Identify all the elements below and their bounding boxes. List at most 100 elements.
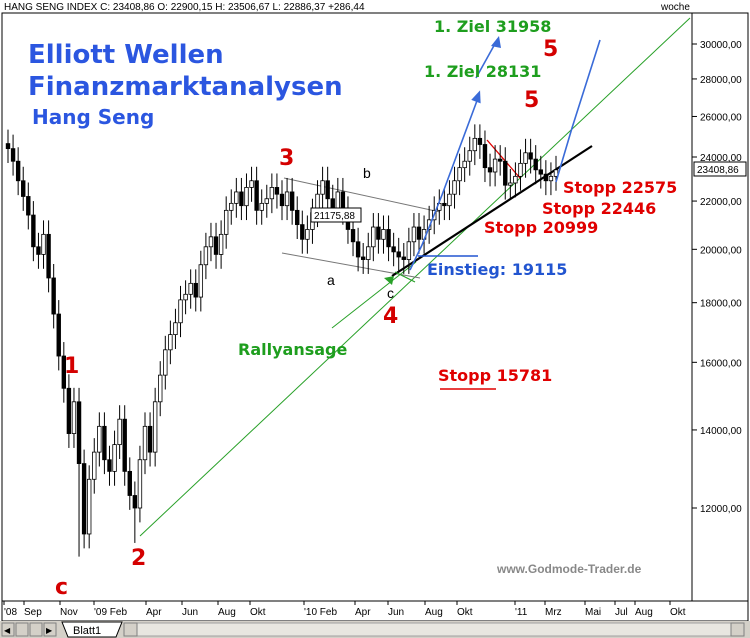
candle-body	[492, 158, 498, 173]
candle-body	[71, 401, 77, 434]
arrowhead-28131	[471, 90, 481, 104]
y-tick-label: 16000,00	[700, 358, 742, 369]
price-label-box-text: 21175,88	[314, 211, 355, 222]
candle-body	[229, 202, 234, 211]
x-tick-label: Mai	[585, 607, 601, 618]
x-tick-label: '08	[4, 607, 17, 618]
tab-scroll-first[interactable]: ◀	[1, 622, 15, 637]
scrollbar-right-button[interactable]	[730, 622, 745, 637]
subwave-c: c	[387, 285, 394, 301]
wave-2: 2	[131, 546, 146, 571]
candle-body	[553, 169, 559, 177]
candle-body	[173, 322, 178, 336]
x-axis: '08 Sep Nov '09 Feb Apr Jun Aug Okt '10 Feb Apr Ju…	[3, 601, 686, 618]
header-quote: HANG SENG INDEX C: 23408,86 O: 22900,15 …	[4, 2, 365, 13]
candle-body	[178, 299, 183, 324]
svg-text:◀: ◀	[4, 626, 11, 635]
x-tick-label: Jun	[182, 607, 198, 618]
x-tick-label: Okt	[457, 607, 473, 618]
wave-5-upper: 5	[543, 37, 558, 62]
rally-trendline	[331, 261, 417, 329]
target-28131: 1. Ziel 28131	[424, 62, 541, 81]
tab-scroll-last[interactable]: ▶	[43, 622, 57, 637]
x-tick-label: Jul	[615, 607, 628, 618]
candle-body	[21, 180, 26, 197]
y-tick-label: 18000,00	[700, 299, 742, 310]
x-tick-label: Aug	[218, 607, 236, 618]
wave-c: c	[55, 575, 68, 600]
candle-body	[543, 173, 549, 182]
candle-body	[442, 202, 447, 207]
candle-body	[467, 150, 472, 162]
y-tick-label: 12000,00	[700, 504, 742, 515]
x-tick-label: '11	[515, 607, 528, 618]
x-tick-label: Mrz	[545, 607, 562, 618]
stop-22575: Stopp 22575	[563, 178, 677, 197]
scrollbar-left-button[interactable]	[123, 622, 138, 637]
candle-body	[406, 241, 412, 260]
x-tick-label: Aug	[425, 607, 443, 618]
arrow-wave5	[555, 39, 601, 183]
candle-body	[305, 229, 310, 240]
candle-body	[396, 251, 401, 258]
candle-body	[254, 180, 259, 211]
candle-body	[482, 144, 488, 169]
tab-scroll-prev[interactable]	[15, 622, 29, 637]
candle-body	[284, 191, 290, 207]
candle-body	[107, 459, 112, 472]
candle-body	[513, 175, 518, 184]
target-arrows	[384, 36, 601, 285]
candlestick-series	[5, 124, 559, 557]
horizontal-scrollbar[interactable]	[123, 622, 745, 637]
y-tick-label: 14000,00	[700, 426, 742, 437]
candle-body	[76, 401, 82, 464]
candle-body	[223, 209, 229, 235]
stop-15781: Stopp 15781	[438, 366, 552, 385]
candle-body	[391, 246, 396, 253]
candle-body	[518, 162, 523, 177]
subwave-b: b	[363, 165, 371, 181]
support-black-line	[391, 145, 593, 277]
candle-body	[528, 152, 533, 160]
x-tick-label: Apr	[146, 607, 162, 618]
candle-body	[487, 167, 493, 173]
y-axis: 30000,00 28000,00 26000,00 24000,00 22000,00…	[692, 40, 742, 515]
candle-body	[163, 349, 168, 376]
candle-body	[269, 187, 275, 200]
tab-scroll-next[interactable]	[29, 622, 43, 637]
x-tick-label: Nov	[60, 607, 78, 618]
candle-body	[503, 160, 508, 186]
candle-body	[350, 229, 356, 243]
candle-body	[193, 282, 198, 298]
rally-label: Rallyansage	[238, 340, 347, 359]
candle-body	[376, 226, 381, 240]
wave-5-lower: 5	[524, 88, 539, 113]
candle-body	[117, 418, 122, 446]
candle-body	[279, 193, 285, 207]
title: Elliott Wellen	[28, 40, 224, 70]
subtitle: Finanzmarktanalysen	[28, 72, 343, 102]
candle-body	[457, 167, 462, 182]
x-tick-label: Apr	[355, 607, 371, 618]
x-tick-label: Jun	[388, 607, 404, 618]
candle-body	[239, 191, 244, 207]
candle-body	[264, 198, 269, 204]
period-label: woche	[660, 2, 690, 13]
candle-body	[523, 152, 528, 164]
candle-body	[26, 196, 31, 216]
candle-body	[330, 198, 335, 209]
y-tick-label: 26000,00	[700, 112, 742, 123]
wave-4: 4	[383, 304, 398, 329]
tab-sheet-1[interactable]	[61, 621, 123, 638]
candle-body	[234, 191, 239, 204]
candle-body	[198, 264, 204, 298]
x-tick-label: Okt	[250, 607, 266, 618]
y-tick-label: 30000,00	[700, 40, 742, 51]
candle-body	[300, 224, 305, 240]
candle-body	[97, 425, 102, 453]
candle-body	[259, 202, 264, 211]
candle-body	[218, 233, 224, 255]
candle-body	[548, 175, 554, 182]
last-price-text: 23408,86	[697, 165, 739, 176]
